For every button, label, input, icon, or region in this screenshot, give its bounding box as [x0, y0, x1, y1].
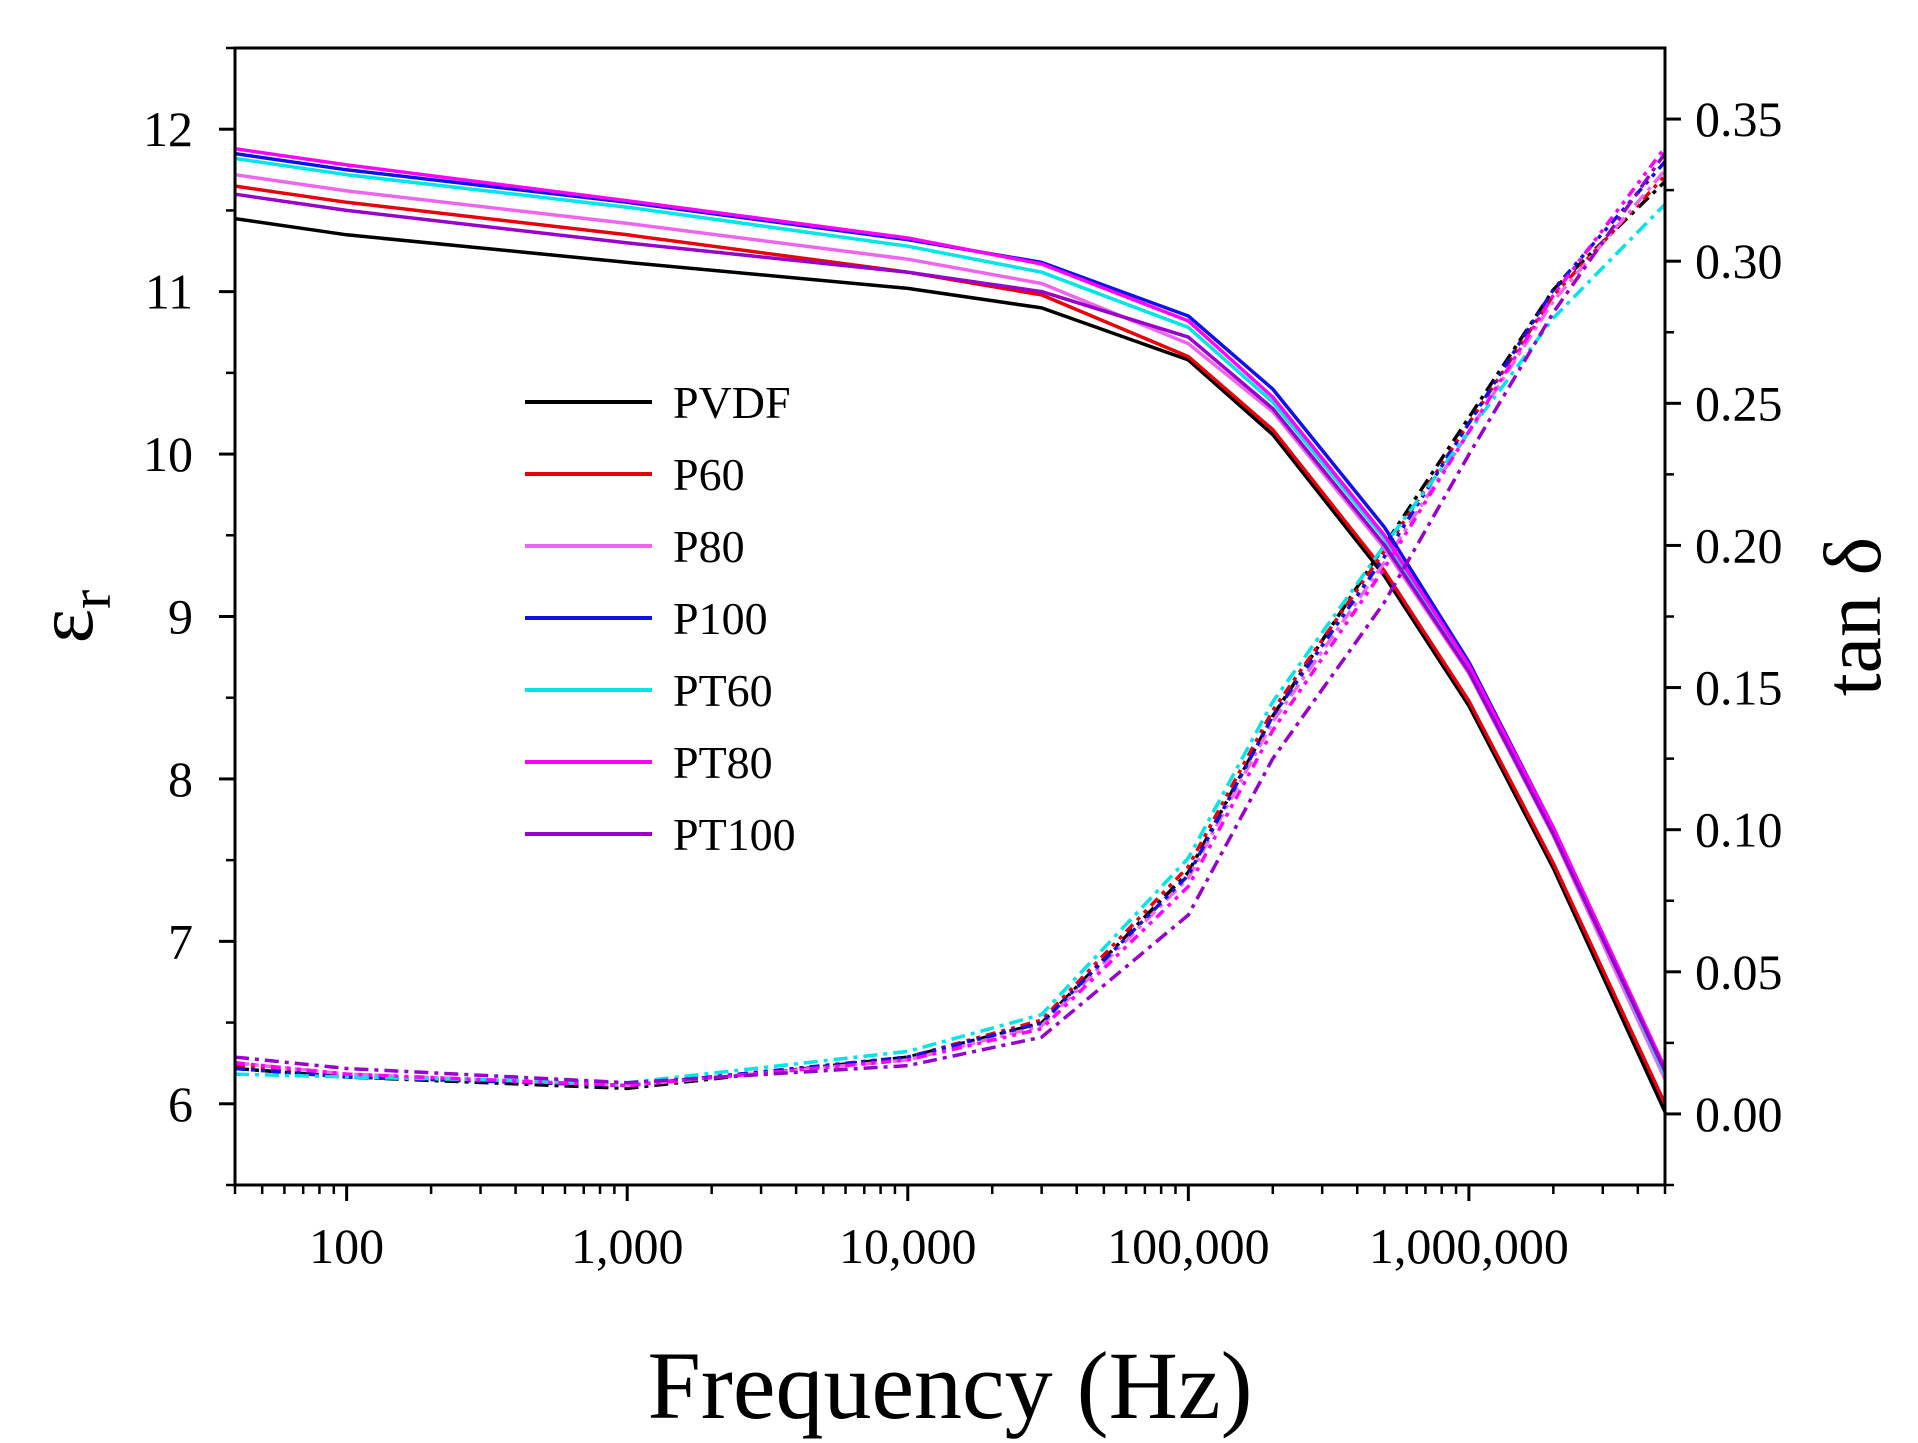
legend-label: P80: [673, 521, 745, 572]
x-tick-label: 10,000: [839, 1218, 977, 1274]
y-tick-label: 9: [168, 589, 193, 645]
series-line-eps-pt80: [234, 146, 1667, 1069]
y2-axis-title: tan δ: [1807, 537, 1898, 696]
x-tick-label: 100: [309, 1218, 384, 1274]
legend-label: PT60: [673, 665, 773, 716]
y2-tick-label: 0.10: [1695, 802, 1783, 858]
y-axis-title-main: ε: [19, 609, 110, 643]
y-tick-label: 12: [143, 101, 193, 157]
y-tick-label: 11: [145, 264, 193, 320]
y2-tick-label: 0.30: [1695, 233, 1783, 289]
series-line-eps-pt100: [234, 192, 1667, 1073]
y-axis-title-subscript: r: [58, 590, 123, 609]
series-line-eps-p80: [234, 172, 1667, 1081]
series-line-eps-pvdf: [234, 216, 1667, 1113]
y2-tick-label: 0.05: [1695, 944, 1783, 1000]
y-tick-label: 10: [143, 426, 193, 482]
series-line-tan-pt80: [234, 146, 1667, 1088]
x-tick-label: 1,000: [571, 1218, 684, 1274]
series-line-tan-pt60: [234, 203, 1667, 1085]
legend-label: P100: [673, 593, 768, 644]
x-tick-label: 1,000,000: [1369, 1218, 1569, 1274]
legend-label: PT100: [673, 809, 796, 860]
series-line-tan-pt100: [234, 152, 1667, 1085]
series-line-eps-p100: [234, 151, 1667, 1073]
legend-label: PVDF: [673, 377, 791, 428]
x-axis-title: Frequency (Hz): [647, 1332, 1252, 1439]
series-line-tan-p60: [234, 174, 1667, 1088]
y2-tick-label: 0.25: [1695, 375, 1783, 431]
legend-label: PT80: [673, 737, 773, 788]
series-line-eps-p60: [234, 184, 1667, 1105]
plot-frame: [233, 46, 1667, 1187]
y-tick-label: 8: [168, 751, 193, 807]
legend-label: P60: [673, 449, 745, 500]
y2-tick-label: 0.35: [1695, 91, 1783, 147]
y-axis-title: εr: [19, 590, 123, 644]
x-tick-label: 100,000: [1107, 1218, 1270, 1274]
y2-tick-label: 0.15: [1695, 660, 1783, 716]
series-line-tan-pvdf: [234, 180, 1667, 1091]
legend: PVDF P60 P80 P100 PT60 PT80 PT100: [525, 377, 796, 860]
series-line-tan-p80: [234, 169, 1667, 1088]
axis-layer: 100 1,000 10,000 100,000 1,000,000 6 7 8 9 10 11 12…: [143, 46, 1783, 1274]
y-tick-label: 7: [168, 913, 193, 969]
y2-tick-label: 0.00: [1695, 1086, 1783, 1142]
series-line-tan-p100: [234, 160, 1667, 1088]
y2-tick-label: 0.20: [1695, 517, 1783, 573]
series-layer: [234, 146, 1667, 1113]
y-tick-label: 6: [168, 1076, 193, 1132]
